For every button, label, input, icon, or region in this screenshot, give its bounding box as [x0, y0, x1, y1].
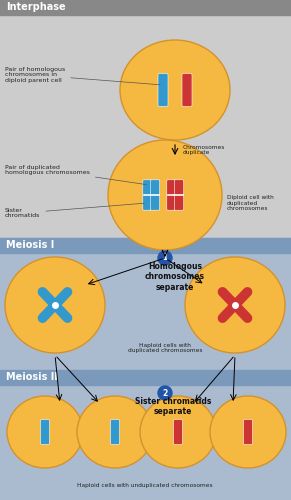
Text: Meiosis II: Meiosis II — [6, 372, 58, 382]
Text: Haploid cells with
duplicated chromosomes: Haploid cells with duplicated chromosome… — [128, 342, 202, 353]
FancyBboxPatch shape — [40, 420, 49, 444]
Text: 2: 2 — [162, 388, 168, 398]
Text: Homologous
chromosomes
separate: Homologous chromosomes separate — [145, 262, 205, 292]
Text: Sister chromatids
separate: Sister chromatids separate — [135, 397, 211, 416]
Bar — [0, 0, 291, 238]
FancyBboxPatch shape — [174, 180, 184, 210]
FancyBboxPatch shape — [182, 74, 192, 106]
Text: Pair of duplicated
homologous chromosomes: Pair of duplicated homologous chromosome… — [5, 164, 146, 184]
Bar — [0, 238, 291, 370]
Ellipse shape — [7, 396, 83, 468]
Ellipse shape — [210, 396, 286, 468]
FancyBboxPatch shape — [158, 74, 168, 106]
FancyBboxPatch shape — [167, 180, 176, 210]
Bar — [0, 0, 291, 15]
Text: Pair of homologous
chromosomes in
diploid parent cell: Pair of homologous chromosomes in diploi… — [5, 66, 160, 85]
Ellipse shape — [185, 257, 285, 353]
Text: Chromosomes
duplicate: Chromosomes duplicate — [183, 144, 225, 156]
Text: Haploid cells with unduplicated chromosomes: Haploid cells with unduplicated chromoso… — [77, 482, 213, 488]
Circle shape — [158, 386, 172, 400]
Ellipse shape — [140, 396, 216, 468]
Text: Diploid cell with
duplicated
chromosomes: Diploid cell with duplicated chromosomes — [227, 194, 274, 212]
Ellipse shape — [108, 140, 222, 250]
FancyBboxPatch shape — [244, 420, 253, 444]
Bar — [0, 370, 291, 500]
Text: 1: 1 — [162, 254, 168, 262]
Text: Sister
chromatids: Sister chromatids — [5, 203, 144, 218]
Bar — [0, 238, 291, 253]
Text: Meiosis I: Meiosis I — [6, 240, 54, 250]
Circle shape — [158, 251, 172, 265]
Text: Interphase: Interphase — [6, 2, 66, 12]
Bar — [0, 370, 291, 385]
Ellipse shape — [120, 40, 230, 140]
FancyBboxPatch shape — [150, 180, 160, 210]
Ellipse shape — [5, 257, 105, 353]
FancyBboxPatch shape — [173, 420, 182, 444]
Ellipse shape — [77, 396, 153, 468]
FancyBboxPatch shape — [111, 420, 120, 444]
FancyBboxPatch shape — [143, 180, 152, 210]
